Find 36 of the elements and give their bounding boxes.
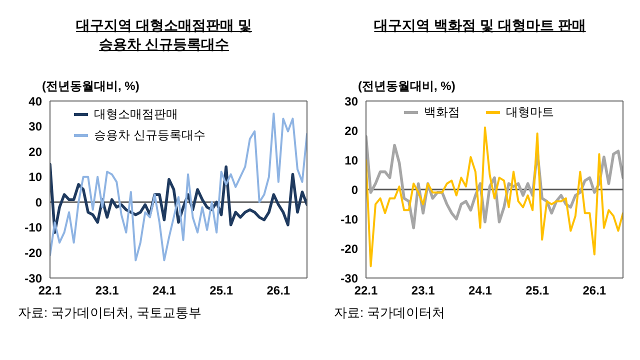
y-tick-label: -10 xyxy=(340,212,358,226)
line-series xyxy=(366,126,623,268)
x-tick-label: 25.1 xyxy=(526,284,550,298)
y-tick-label: 20 xyxy=(28,144,42,159)
x-tick-label: 25.1 xyxy=(210,284,234,298)
legend-label: 승용차 신규등록대수 xyxy=(94,127,206,144)
x-tick-label: 23.1 xyxy=(411,284,436,298)
y-tick-label: 30 xyxy=(28,120,42,134)
y-tick-label: 0 xyxy=(35,195,42,210)
legend-label: 백화점 xyxy=(424,104,460,121)
legend-label: 대형소매점판매 xyxy=(94,106,178,123)
x-tick-label: 22.1 xyxy=(38,284,62,298)
x-tick-label: 23.1 xyxy=(95,284,120,298)
text: 자료: 국가데이터처, 국토교통부 xyxy=(18,304,202,322)
chart-title: 대구지역 백화점 및 대형마트 판매 xyxy=(373,16,587,35)
x-tick-label: 26.1 xyxy=(582,284,606,298)
y-tick-label: -10 xyxy=(24,220,42,235)
y-tick-label: 30 xyxy=(344,94,358,108)
y-tick-label: -30 xyxy=(340,271,358,286)
y-tick-label: -20 xyxy=(340,242,358,256)
legend-label: 대형마트 xyxy=(506,104,554,121)
x-tick-label: 24.1 xyxy=(468,284,492,298)
y-tick-label: -30 xyxy=(24,271,42,286)
text: 자료: 국가데이터처 xyxy=(334,304,446,322)
y-tick-label: 10 xyxy=(28,170,42,184)
y-tick-label: 10 xyxy=(344,153,358,168)
x-tick-label: 26.1 xyxy=(266,284,290,298)
y-axis-title: (전년동월대비, %) xyxy=(358,78,456,94)
y-tick-label: 0 xyxy=(351,182,358,197)
y-tick-label: 40 xyxy=(28,94,42,108)
x-tick-label: 24.1 xyxy=(152,284,176,298)
y-tick-label: 20 xyxy=(344,124,358,138)
chart-title: 대구지역 대형소매점판매 및 승용차 신규등록대수 xyxy=(75,16,253,54)
x-tick-label: 22.1 xyxy=(354,284,378,298)
y-tick-label: -20 xyxy=(24,246,42,260)
y-axis-title: (전년동월대비, %) xyxy=(42,78,140,94)
